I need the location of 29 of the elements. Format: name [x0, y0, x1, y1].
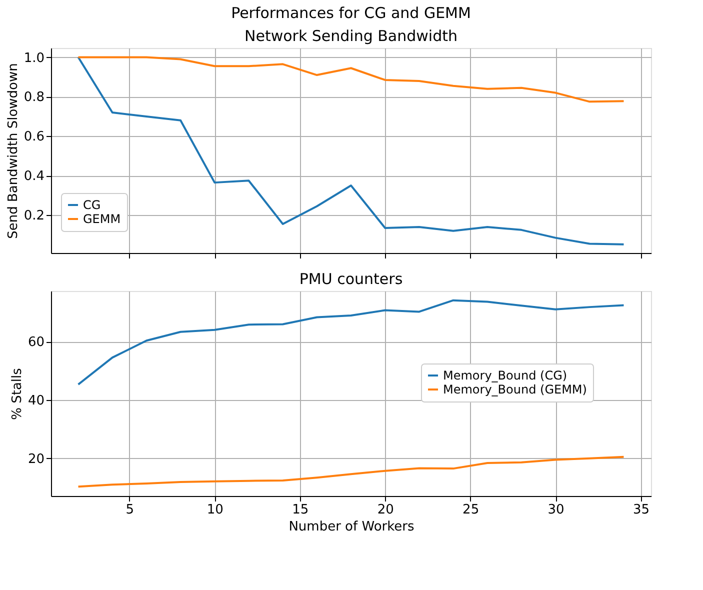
x-tick-label: 15 [292, 502, 309, 518]
legend-label: GEMM [83, 212, 121, 226]
chart-title: PMU counters [299, 270, 403, 288]
x-tick-label: 10 [206, 502, 224, 518]
line-series [77, 56, 625, 246]
y-axis-title: % Stalls [10, 368, 25, 420]
x-tick-label: 35 [633, 502, 650, 518]
y-tick-label: 0.2 [24, 208, 44, 224]
y-axis-title: Send Bandwidth Slowdown [6, 63, 21, 239]
line-series [77, 456, 625, 488]
x-axis-title: Number of Workers [288, 520, 415, 534]
x-tick-label: 30 [548, 502, 564, 518]
x-tick-label: 25 [462, 502, 480, 518]
y-tick-label: 60 [28, 335, 44, 350]
y-tick-label: 0.4 [24, 169, 44, 184]
y-tick-label: 0.6 [24, 130, 44, 145]
legend-label: Memory_Bound (CG) [443, 368, 568, 382]
legend-label: CG [83, 198, 101, 212]
line-series [77, 56, 625, 103]
y-tick-label: 40 [28, 393, 44, 408]
x-tick-label: 5 [126, 502, 134, 518]
x-tick-label: 20 [377, 502, 394, 518]
y-tick-label: 0.8 [24, 90, 44, 106]
legend-label: Memory_Bound (GEMM) [443, 382, 587, 396]
y-tick-label: 20 [28, 452, 44, 467]
chart-title: Performances for CG and GEMM [231, 4, 471, 22]
line-series [77, 299, 625, 386]
chart-subtitle: Network Sending Bandwidth [244, 27, 458, 45]
y-tick-label: 1.0 [24, 50, 44, 66]
